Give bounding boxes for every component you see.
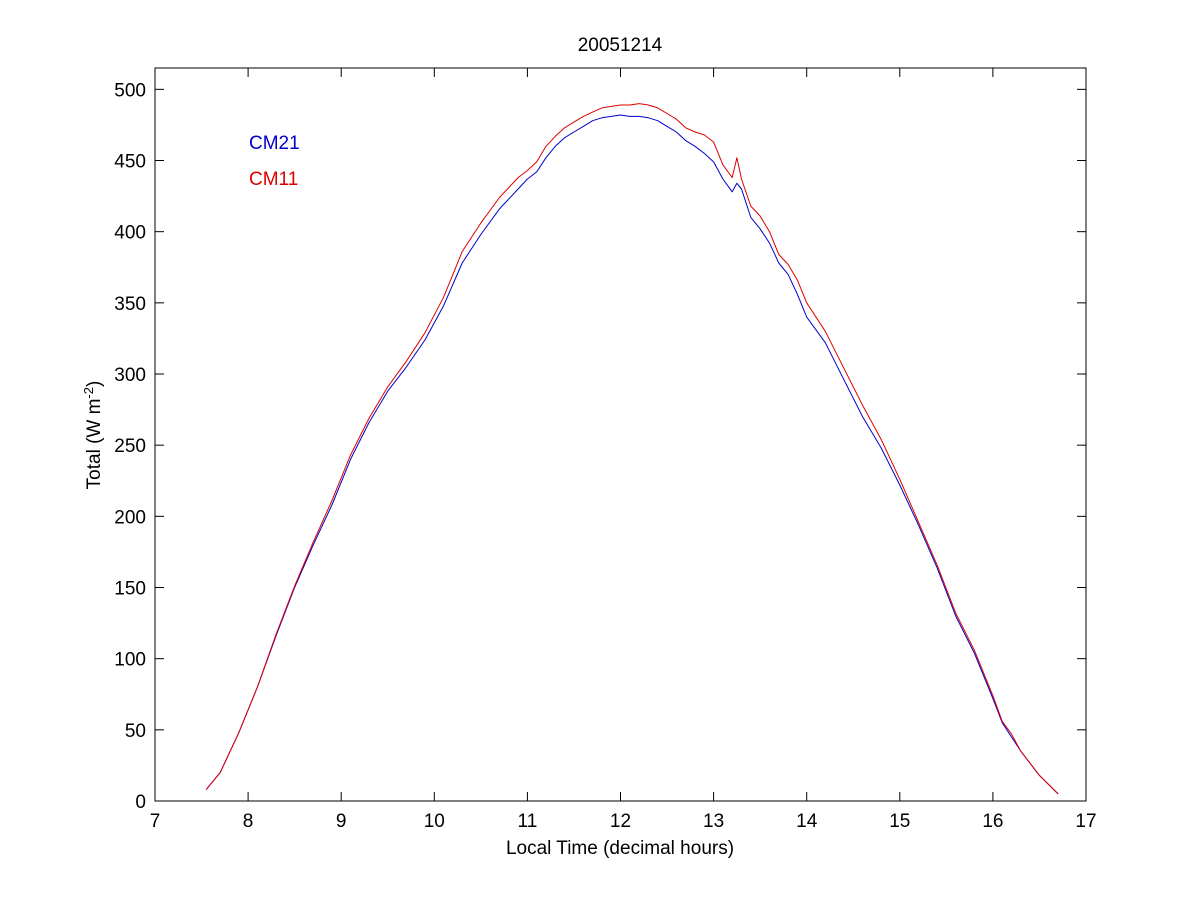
- y-tick-label: 0: [135, 792, 146, 813]
- chart-title: 20051214: [578, 35, 663, 56]
- y-tick-label: 450: [114, 152, 146, 173]
- x-tick-label: 13: [703, 811, 724, 832]
- x-tick-label: 17: [1075, 811, 1096, 832]
- x-tick-label: 15: [889, 811, 910, 832]
- y-axis-label-exponent: -2: [81, 387, 96, 399]
- y-axis: 0 50 100 150 200 250 300 350 400 450 500: [114, 80, 1086, 813]
- legend-entry-cm11: CM11: [249, 169, 298, 190]
- series-line-cm11: [205, 103, 1059, 795]
- y-axis-label-main: Total (W m: [84, 399, 105, 490]
- y-tick-label: 50: [125, 721, 146, 742]
- y-tick-label: 250: [114, 436, 146, 457]
- x-tick-label: 10: [424, 811, 445, 832]
- y-tick-label: 350: [114, 294, 146, 315]
- x-tick-label: 11: [518, 811, 538, 832]
- y-tick-label: 100: [114, 650, 146, 671]
- x-axis: 7 8 9 10 11 12 13 14 15 16 17: [150, 68, 1097, 832]
- x-tick-label: 8: [243, 811, 254, 832]
- y-axis-label: Total (W m-2): [81, 381, 106, 490]
- x-axis-label: Local Time (decimal hours): [506, 838, 734, 859]
- y-axis-label-close: ): [84, 381, 105, 387]
- x-tick-label: 7: [150, 811, 161, 832]
- y-tick-label: 300: [114, 365, 146, 386]
- x-tick-label: 9: [336, 811, 347, 832]
- series-line-cm21: [205, 114, 1059, 795]
- y-tick-label: 400: [114, 223, 146, 244]
- series-layer: [205, 103, 1059, 795]
- y-tick-label: 150: [114, 579, 146, 600]
- legend-entry-cm21: CM21: [249, 133, 300, 154]
- legend: CM21 CM11: [249, 133, 300, 190]
- x-tick-label: 16: [982, 811, 1003, 832]
- x-tick-label: 14: [796, 811, 818, 832]
- y-tick-label: 200: [114, 507, 146, 528]
- y-tick-label: 500: [114, 80, 146, 101]
- x-tick-label: 12: [610, 811, 631, 832]
